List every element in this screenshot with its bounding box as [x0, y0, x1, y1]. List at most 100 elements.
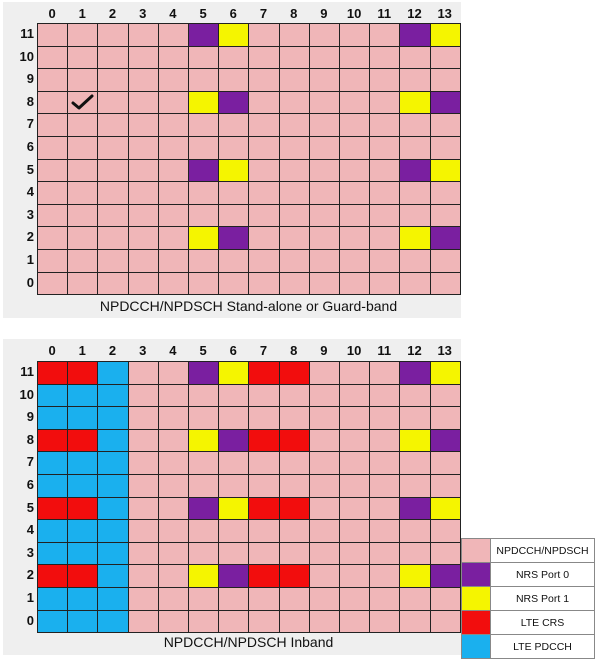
grid-cell: [219, 91, 250, 115]
grid-cell: [430, 384, 461, 408]
grid-cell: [158, 565, 189, 588]
legend-label: NRS Port 0: [491, 563, 594, 586]
grid-cell: [128, 137, 159, 160]
row-label: 3: [26, 206, 34, 222]
grid-cell: [249, 497, 280, 521]
row-label: 11: [20, 364, 34, 379]
grid-cell: [400, 475, 431, 498]
grid-cell: [340, 407, 371, 430]
grid-cell: [400, 250, 431, 273]
grid-cell: [400, 407, 431, 430]
grid-cell: [340, 384, 371, 408]
grid-cell: [158, 114, 189, 137]
grid-cell: [279, 250, 310, 273]
grid-cell: [370, 69, 401, 92]
grid-cell: [189, 588, 220, 611]
grid-cell: [430, 69, 461, 92]
grid-cell: [128, 250, 159, 273]
grid-cell: [249, 452, 280, 475]
grid-cell: [400, 429, 431, 453]
grid-cell: [249, 69, 280, 92]
grid-cell: [370, 114, 401, 137]
grid-cell: [309, 272, 340, 296]
grid-cell: [430, 497, 461, 521]
grid-cell: [309, 520, 340, 543]
column-label: 10: [346, 343, 362, 358]
grid-cell: [189, 384, 220, 408]
grid-cell: [219, 69, 250, 92]
grid-cell: [340, 610, 371, 634]
grid-cell: [249, 182, 280, 205]
column-label: 0: [48, 343, 56, 358]
grid-cell: [370, 520, 401, 543]
grid-cell: [249, 137, 280, 160]
grid-cell: [38, 91, 69, 115]
grid-cell: [279, 137, 310, 160]
grid-cell: [370, 204, 401, 228]
grid-cell: [400, 114, 431, 137]
grid-cell: [370, 565, 401, 588]
grid-cell: [128, 610, 159, 634]
grid-cell: [309, 159, 340, 183]
standalone-resource-grid: [37, 23, 461, 296]
grid-cell: [98, 204, 129, 228]
grid-cell: [370, 91, 401, 115]
grid-cell: [219, 497, 250, 521]
grid-cell: [249, 384, 280, 408]
legend-swatch-nrs-port-0: [462, 563, 491, 586]
grid-cell: [249, 250, 280, 273]
grid-cell: [309, 204, 340, 228]
grid-cell: [249, 272, 280, 296]
grid-cell: [219, 520, 250, 543]
grid-cell: [309, 610, 340, 634]
grid-cell: [68, 475, 99, 498]
grid-cell: [279, 227, 310, 250]
grid-cell: [98, 542, 129, 566]
grid-cell: [249, 362, 280, 385]
grid-cell: [219, 588, 250, 611]
grid-cell: [309, 46, 340, 70]
grid-cell: [370, 227, 401, 250]
row-label: 4: [26, 522, 34, 538]
column-label: 11: [377, 343, 392, 358]
grid-cell: [219, 137, 250, 160]
grid-cell: [249, 46, 280, 70]
grid-cell: [249, 542, 280, 566]
grid-cell: [309, 429, 340, 453]
grid-cell: [189, 610, 220, 634]
grid-cell: [279, 384, 310, 408]
grid-cell: [340, 91, 371, 115]
grid-cell: [279, 497, 310, 521]
grid-cell: [38, 24, 69, 47]
legend-label: LTE CRS: [491, 611, 594, 634]
grid-cell: [370, 159, 401, 183]
grid-cell: [340, 137, 371, 160]
grid-cell: [128, 452, 159, 475]
grid-cell: [309, 91, 340, 115]
grid-cell: [309, 24, 340, 47]
grid-cell: [98, 588, 129, 611]
grid-cell: [128, 114, 159, 137]
grid-cell: [38, 46, 69, 70]
grid-cell: [38, 475, 69, 498]
grid-cell: [400, 588, 431, 611]
column-label: 2: [108, 343, 117, 358]
grid-cell: [38, 137, 69, 160]
row-label: 5: [26, 499, 34, 515]
column-label: 0: [48, 6, 56, 21]
column-label: 6: [229, 343, 237, 358]
row-label: 3: [26, 544, 34, 560]
grid-cell: [340, 227, 371, 250]
grid-cell: [38, 542, 69, 566]
grid-cell: [340, 272, 371, 296]
grid-cell: [158, 384, 189, 408]
grid-cell: [158, 429, 189, 453]
grid-cell: [309, 137, 340, 160]
grid-cell: [158, 407, 189, 430]
grid-cell: [370, 362, 401, 385]
grid-cell: [158, 159, 189, 183]
grid-cell: [158, 24, 189, 47]
row-label: 9: [26, 409, 34, 425]
grid-cell: [158, 542, 189, 566]
grid-cell: [279, 362, 310, 385]
